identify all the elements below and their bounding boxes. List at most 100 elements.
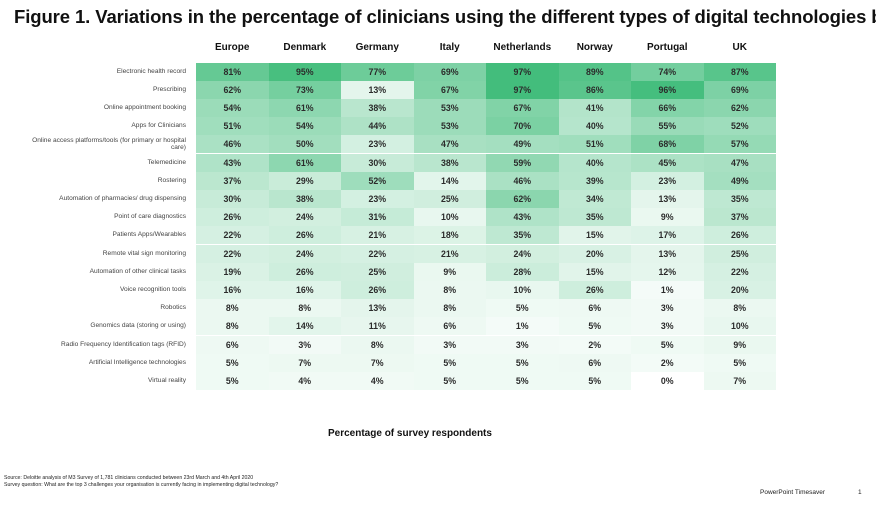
heatmap-cell: 51%	[558, 135, 631, 154]
source-line: Source: Deloitte analysis of M3 Survey o…	[4, 475, 254, 481]
heatmap-cell: 35%	[558, 208, 631, 227]
row-label: Patients Apps/Wearables	[112, 231, 186, 239]
row-label: Virtual reality	[148, 377, 186, 384]
heatmap-cell: 52%	[341, 171, 414, 190]
heatmap-cell: 31%	[341, 208, 414, 227]
heatmap-cell: 6%	[558, 299, 631, 318]
heatmap-cell: 34%	[558, 189, 631, 209]
heatmap-cell: 77%	[341, 62, 414, 81]
heatmap-cell: 35%	[486, 226, 559, 245]
column-header: Europe	[215, 42, 250, 53]
heatmap-cell: 38%	[268, 189, 341, 209]
heatmap-cell: 5%	[631, 335, 704, 354]
heatmap-cell: 68%	[631, 135, 704, 154]
heatmap-cell: 69%	[703, 80, 776, 99]
x-axis-label: Percentage of survey respondents	[328, 428, 492, 439]
heatmap-cell: 8%	[341, 335, 414, 354]
row-label: Rostering	[157, 176, 186, 184]
heatmap-cell: 14%	[268, 317, 341, 336]
row-label: Remote vital sign monitoring	[102, 249, 186, 257]
heatmap-cell: 38%	[341, 98, 414, 118]
heatmap-cell: 10%	[703, 317, 776, 336]
heatmap-cell: 87%	[703, 62, 776, 81]
heatmap-cell: 26%	[341, 280, 414, 300]
heatmap-cell: 8%	[196, 299, 269, 318]
heatmap-cell: 22%	[703, 262, 776, 281]
heatmap-cell: 5%	[486, 353, 559, 372]
heatmap-cell: 9%	[703, 335, 776, 354]
heatmap-cell: 4%	[268, 371, 341, 391]
heatmap-cell: 61%	[268, 153, 341, 172]
row-label: Genomics data (storing or using)	[90, 322, 186, 330]
heatmap-cell: 10%	[486, 280, 559, 300]
heatmap-cell: 2%	[631, 353, 704, 372]
heatmap-cell: 17%	[631, 226, 704, 245]
heatmap-cell: 2%	[558, 335, 631, 354]
heatmap-cell: 54%	[196, 98, 269, 118]
column-header: Italy	[439, 42, 460, 53]
heatmap-cell: 25%	[703, 244, 776, 263]
heatmap-cell: 9%	[631, 208, 704, 227]
survey-question-line: Survey question: What are the top 3 chal…	[4, 482, 279, 488]
column-header: Denmark	[283, 42, 327, 53]
heatmap-cell: 66%	[631, 98, 704, 118]
heatmap-cell: 61%	[268, 98, 341, 118]
heatmap-cell: 35%	[703, 189, 776, 209]
heatmap-cell: 3%	[268, 335, 341, 354]
heatmap-cell: 67%	[413, 80, 486, 99]
heatmap-cell: 45%	[631, 153, 704, 172]
heatmap-cell: 89%	[558, 62, 631, 81]
heatmap-cell: 6%	[196, 335, 269, 354]
heatmap-cell: 11%	[341, 317, 414, 336]
heatmap-cell: 15%	[558, 262, 631, 281]
heatmap-cell: 97%	[486, 80, 559, 99]
column-header: Portugal	[646, 42, 688, 53]
heatmap-cell: 8%	[413, 299, 486, 318]
heatmap-cell: 1%	[631, 280, 704, 300]
heatmap-cell: 28%	[486, 262, 559, 281]
heatmap-cell: 8%	[413, 280, 486, 300]
heatmap-cell: 59%	[486, 153, 559, 172]
heatmap-cell: 40%	[558, 117, 631, 136]
heatmap-cell: 3%	[486, 335, 559, 354]
heatmap-cell: 49%	[486, 135, 559, 154]
heatmap-cell: 20%	[703, 280, 776, 300]
heatmap-cell: 24%	[268, 244, 341, 263]
row-label: Artificial Intelligence technologies	[88, 358, 186, 366]
heatmap-cell: 23%	[341, 135, 414, 154]
page-number: 1	[858, 489, 862, 496]
heatmap-cell: 67%	[486, 98, 559, 118]
heatmap-cell: 62%	[486, 189, 559, 209]
heatmap-cell: 21%	[413, 244, 486, 263]
heatmap-cell: 8%	[268, 299, 341, 318]
heatmap-cell: 25%	[341, 262, 414, 281]
column-header: UK	[732, 42, 747, 53]
heatmap-cell: 62%	[196, 80, 269, 99]
heatmap-cell: 9%	[413, 262, 486, 281]
heatmap-cell: 39%	[558, 171, 631, 190]
heatmap-cell: 22%	[196, 226, 269, 245]
heatmap-cell: 69%	[413, 62, 486, 81]
heatmap-cell: 12%	[631, 262, 704, 281]
heatmap-cell: 16%	[196, 280, 269, 300]
heatmap-cell: 43%	[486, 208, 559, 227]
column-header: Germany	[355, 42, 399, 53]
heatmap-cell: 21%	[341, 226, 414, 245]
heatmap-cell: 95%	[268, 62, 341, 81]
heatmap-cell: 53%	[413, 117, 486, 136]
row-label: Point of care diagnostics	[114, 213, 186, 221]
heatmap-cell: 20%	[558, 244, 631, 263]
heatmap-cell: 24%	[486, 244, 559, 263]
heatmap-cell: 47%	[413, 135, 486, 154]
heatmap-cell: 44%	[341, 117, 414, 136]
heatmap-cell: 6%	[558, 353, 631, 372]
heatmap-cell: 5%	[703, 353, 776, 372]
heatmap-cell: 1%	[486, 317, 559, 336]
heatmap-cell: 49%	[703, 171, 776, 190]
heatmap-cell: 40%	[558, 153, 631, 172]
heatmap-cell: 19%	[196, 262, 269, 281]
heatmap-cell: 74%	[631, 62, 704, 81]
heatmap-cell: 10%	[413, 208, 486, 227]
heatmap-cell: 7%	[341, 353, 414, 372]
heatmap-cell: 30%	[341, 153, 414, 172]
